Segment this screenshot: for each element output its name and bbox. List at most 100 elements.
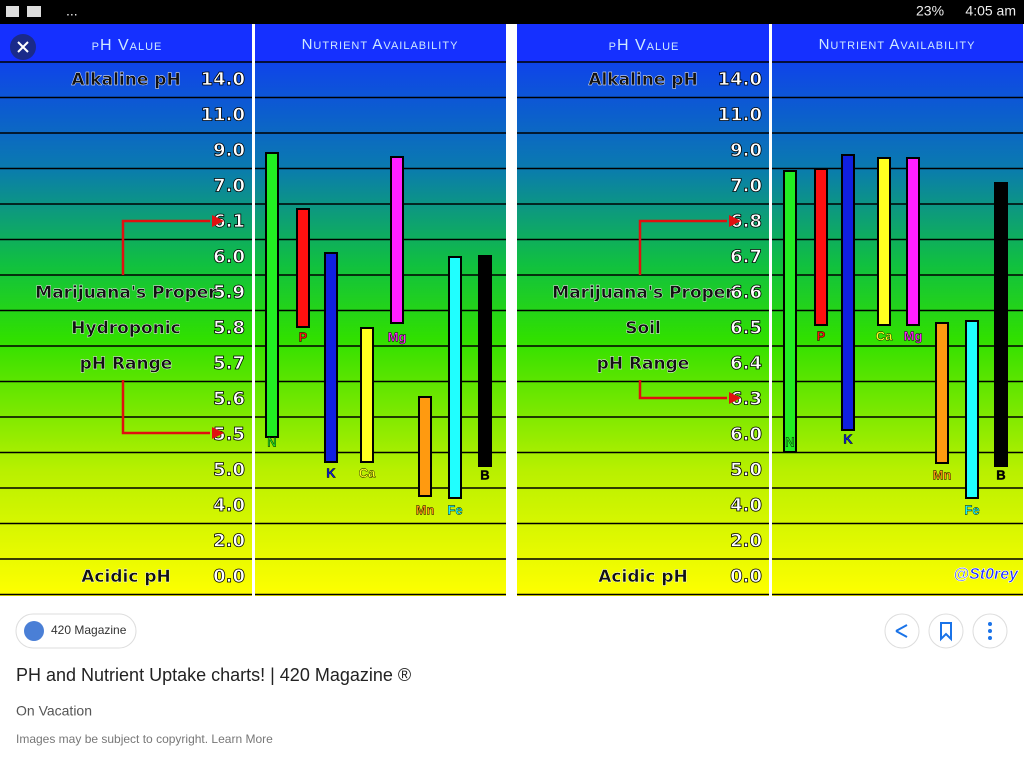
icon: [27, 6, 41, 17]
ph-value: 6.0: [730, 424, 762, 445]
close-icon: [17, 41, 29, 53]
side-label: pH Range: [80, 354, 173, 374]
ph-value: 0.0: [213, 566, 245, 587]
arrow-head: [212, 215, 224, 227]
nutrient-label: Mg: [904, 328, 923, 343]
nutrient-bar: [965, 320, 979, 499]
nutrient-bar: [814, 168, 828, 326]
side-label: Alkaline pH: [588, 70, 697, 90]
range-arrow: [638, 219, 727, 400]
range-arrow: [121, 219, 210, 435]
ph-value: 5.5: [213, 424, 245, 445]
side-label: Acidic pH: [598, 567, 687, 587]
ph-value: 7.0: [213, 175, 245, 196]
nutrient-label: P: [817, 328, 826, 343]
nutrient-bar: [448, 256, 462, 499]
ph-value: 5.6: [213, 388, 245, 409]
save-button[interactable]: [928, 613, 964, 649]
ph-value: 5.9: [213, 282, 245, 303]
nutrient-bar: [324, 252, 338, 463]
ph-value: 9.0: [213, 140, 245, 161]
ph-value: 4.0: [730, 495, 762, 516]
nutrient-bar: [296, 208, 310, 328]
ph-value: 5.0: [213, 459, 245, 480]
nutrient-label: P: [299, 329, 308, 344]
ph-value: 6.1: [213, 211, 245, 232]
nutrient-label: Mn: [416, 502, 435, 517]
nutrient-bar: [418, 396, 432, 497]
ph-value: 14.0: [718, 69, 762, 90]
nutrient-label: Ca: [359, 465, 376, 480]
more-icon: [988, 622, 992, 640]
nutrient-label: Mg: [388, 329, 407, 344]
ph-value: 6.7: [730, 246, 762, 267]
side-label: Acidic pH: [81, 567, 170, 587]
source-chip[interactable]: [15, 613, 137, 649]
nutrient-bar: [265, 152, 279, 438]
nutrient-label: N: [785, 434, 794, 449]
ph-value: 6.4: [730, 353, 762, 374]
nutrient-bar: [877, 157, 891, 326]
share-button[interactable]: [884, 613, 920, 649]
ph-value: 4.0: [213, 495, 245, 516]
ph-value: 5.8: [213, 317, 245, 338]
nutrient-label: K: [326, 465, 336, 480]
side-label: Marijuana's Proper: [35, 283, 217, 303]
side-label: Alkaline pH: [71, 70, 180, 90]
ph-value: 6.0: [213, 246, 245, 267]
nutrient-label: K: [843, 431, 853, 446]
ph-header: pH Value: [609, 37, 680, 54]
copyright-notice: Images may be subject to copyright. Lear…: [16, 732, 273, 746]
ph-value: 6.3: [730, 388, 762, 409]
nutrient-bar: [390, 156, 404, 324]
nutrient-bar: [841, 154, 855, 431]
arrow-head: [212, 427, 224, 439]
nutrient-label: Mn: [933, 467, 952, 482]
nutrient-bar: [478, 255, 492, 467]
ph-value: 2.0: [730, 530, 762, 551]
arrow-head: [729, 392, 741, 404]
nutrient-label: Fe: [447, 502, 462, 517]
nutrient-label: B: [996, 467, 1005, 482]
nutrient-header: Nutrient Availability: [302, 36, 459, 53]
arrow-head: [729, 215, 741, 227]
ph-value: 5.7: [213, 353, 245, 374]
nutrient-bar: [783, 170, 797, 453]
subtitle: On Vacation: [16, 703, 92, 719]
nutrient-label: Fe: [964, 502, 979, 517]
nutrient-label: N: [267, 434, 276, 449]
ph-value: 0.0: [730, 566, 762, 587]
globe-icon: [24, 621, 44, 641]
ph-value: 14.0: [201, 69, 245, 90]
share-icon: [895, 624, 908, 638]
ph-value: 6.6: [730, 282, 762, 303]
nutrient-bar: [360, 327, 374, 463]
nutrient-label: B: [480, 467, 489, 482]
result-title[interactable]: PH and Nutrient Uptake charts! | 420 Mag…: [16, 665, 411, 685]
ph-value: 6.8: [730, 211, 762, 232]
ph-value: 2.0: [213, 530, 245, 551]
side-label: Marijuana's Proper: [552, 283, 734, 303]
source-name: 420 Magazine: [51, 623, 127, 637]
ph-value: 11.0: [718, 104, 762, 125]
side-label: pH Range: [597, 354, 690, 374]
nutrient-label: Ca: [876, 328, 893, 343]
nutrient-bar: [906, 157, 920, 326]
ph-value: 5.0: [730, 459, 762, 480]
nutrient-bar: [935, 322, 949, 464]
ph-header: pH Value: [92, 37, 163, 54]
icon: [6, 6, 19, 17]
bookmark-icon: [940, 622, 952, 642]
battery: 23%: [916, 3, 944, 19]
nutrient-header: Nutrient Availability: [819, 36, 976, 53]
ph-value: 6.5: [730, 317, 762, 338]
side-label: Hydroponic: [71, 318, 180, 338]
nutrient-bar: [994, 182, 1008, 467]
time: 4:05 am: [965, 3, 1016, 19]
ph-value: 11.0: [201, 104, 245, 125]
side-label: Soil: [625, 318, 661, 338]
status-dots: ...: [66, 3, 78, 19]
ph-value: 9.0: [730, 140, 762, 161]
